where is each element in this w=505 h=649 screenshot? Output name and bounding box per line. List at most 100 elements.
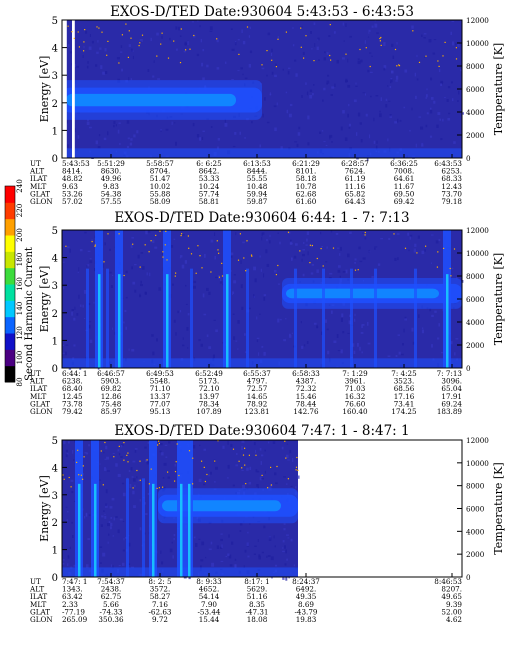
- table-cell: 6:36:25: [390, 159, 418, 168]
- y-tick-label: 1: [52, 126, 58, 137]
- y2-axis-label: Temperature [K]: [492, 462, 505, 554]
- table-cell: 6:28:57: [341, 159, 369, 168]
- table-cell: 61.19: [345, 174, 366, 183]
- y2-tick-label: 10000: [466, 459, 489, 468]
- table-cell: 10.24: [199, 182, 220, 191]
- table-cell: 5548.: [150, 377, 171, 386]
- table-cell: 69.50: [394, 189, 415, 198]
- row-label-alt: ALT: [29, 585, 44, 594]
- panel-title: EXOS-D/TED Date:930604 7:47: 1 - 8:47: 1: [114, 423, 409, 439]
- y2-axis-label: Temperature [K]: [492, 43, 505, 135]
- y-tick-label: 3: [52, 71, 58, 82]
- table-cell: 8:17: 1: [244, 577, 269, 586]
- energy-band: [282, 278, 462, 309]
- y-tick-label: 3: [52, 491, 58, 502]
- temperature-points: [62, 440, 299, 489]
- table-cell: 63.42: [62, 592, 83, 601]
- table-cell: 62.68: [296, 189, 317, 198]
- noise-stripe: [294, 268, 297, 368]
- row-label-glon: GLON: [30, 197, 53, 206]
- table-cell: 7.90: [201, 600, 217, 609]
- table-cell: 350.36: [98, 615, 124, 624]
- y2-tick-label: 4000: [466, 108, 485, 117]
- row-label-ut: UT: [30, 369, 41, 378]
- table-cell: 95.13: [150, 407, 171, 416]
- table-cell: 174.25: [391, 407, 417, 416]
- table-cell: 8101.: [296, 167, 317, 176]
- table-cell: 11.67: [394, 182, 415, 191]
- table-cell: 78.34: [199, 399, 220, 408]
- signal-spike: [91, 440, 99, 577]
- table-cell: 3096.: [441, 377, 462, 386]
- table-cell: 6:58:33: [292, 369, 320, 378]
- table-cell: 4.62: [446, 615, 462, 624]
- colorbar-tick-label: 160: [15, 277, 24, 291]
- table-cell: 68.33: [441, 174, 462, 183]
- table-cell: 6:44: 1: [62, 369, 87, 378]
- y2-tick-label: 12000: [466, 436, 489, 445]
- table-cell: 49.65: [441, 592, 462, 601]
- table-cell: 77.07: [150, 399, 171, 408]
- y-axis-label: Energy [eV]: [38, 266, 51, 333]
- table-cell: 62.75: [101, 592, 122, 601]
- table-cell: 4797.: [247, 377, 268, 386]
- colorbar-tick-label: 120: [15, 326, 24, 340]
- y-tick-label: 3: [52, 281, 58, 292]
- row-label-mlt: MLT: [30, 600, 47, 609]
- table-cell: 57.74: [199, 189, 220, 198]
- table-cell: 53.26: [62, 189, 83, 198]
- table-cell: -62.63: [148, 607, 171, 616]
- table-cell: 78.44: [296, 399, 317, 408]
- table-cell: 49.35: [296, 592, 317, 601]
- row-label-mlt: MLT: [30, 182, 47, 191]
- table-cell: -47.31: [245, 607, 268, 616]
- table-cell: 19.83: [296, 615, 317, 624]
- signal-spike: [115, 230, 123, 368]
- table-cell: 183.89: [437, 407, 463, 416]
- signal-spike: [75, 440, 83, 577]
- table-cell: 64.43: [345, 197, 366, 206]
- panel-title: EXOS-D/TED Date:930604 6:44: 1 - 7: 7:13: [114, 210, 409, 226]
- table-cell: 10.48: [247, 182, 268, 191]
- row-label-ut: UT: [30, 577, 41, 586]
- table-cell: 1343.: [62, 585, 83, 594]
- table-cell: 59.87: [247, 197, 268, 206]
- ephemeris-table: UT 5:43:53 5:51:29 5:58:57 6: 6:25 6:13:53 6:2…: [29, 159, 462, 206]
- table-cell: 9.39: [446, 600, 462, 609]
- table-cell: -77.19: [62, 607, 85, 616]
- table-cell: 55.88: [150, 189, 171, 198]
- row-label-glon: GLON: [30, 615, 53, 624]
- y2-tick-label: 12000: [466, 226, 489, 235]
- y2-tick-label: 4000: [466, 527, 485, 536]
- row-label-glat: GLAT: [30, 399, 50, 408]
- table-cell: 160.40: [342, 407, 368, 416]
- table-cell: 7008.: [394, 167, 415, 176]
- y2-tick-label: 2000: [466, 131, 485, 140]
- y-tick-label: 1: [52, 336, 58, 347]
- table-cell: 65.04: [441, 384, 462, 393]
- table-cell: 51.47: [150, 174, 171, 183]
- table-cell: 7.16: [152, 600, 168, 609]
- table-cell: 54.14: [199, 592, 220, 601]
- y2-tick-label: 10000: [466, 39, 489, 48]
- table-cell: 53.33: [199, 174, 220, 183]
- y-tick-label: 5: [52, 226, 58, 237]
- table-cell: 7: 7:13: [437, 369, 463, 378]
- signal-spike: [163, 230, 171, 368]
- data-gap: [72, 20, 75, 158]
- energy-band: [62, 80, 262, 120]
- table-cell: 10.78: [296, 182, 317, 191]
- y2-tick-label: 12000: [466, 16, 489, 25]
- table-cell: 9.72: [152, 615, 168, 624]
- table-cell: 57.55: [101, 197, 122, 206]
- noise-stripe: [350, 268, 353, 368]
- y-axis-label: Energy [eV]: [38, 475, 51, 542]
- table-cell: 69.42: [394, 197, 415, 206]
- table-cell: 5173.: [199, 377, 220, 386]
- y-tick-label: 0: [52, 364, 58, 375]
- y-tick-label: 0: [52, 154, 58, 165]
- table-cell: 8444.: [247, 167, 268, 176]
- table-cell: 8:24:37: [292, 577, 320, 586]
- table-cell: 10.02: [150, 182, 171, 191]
